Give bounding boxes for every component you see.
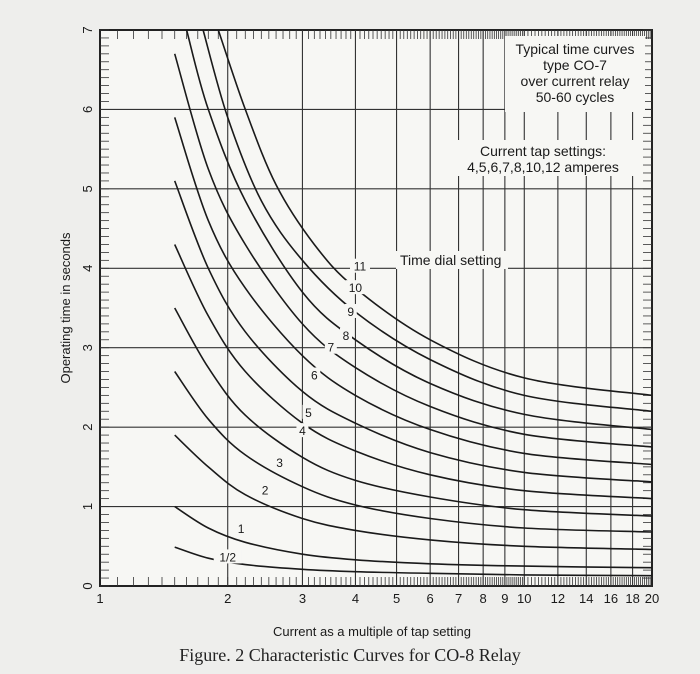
- title-line-4: 50-60 cycles: [536, 89, 615, 105]
- y-tick-label: 2: [80, 424, 95, 431]
- dial-setting-box: Time dial setting: [396, 251, 508, 269]
- x-tick-label: 5: [393, 591, 400, 606]
- y-tick-label: 0: [80, 582, 95, 589]
- curve-dial-10: [202, 29, 653, 413]
- y-tick-label: 6: [80, 106, 95, 113]
- y-tick-label: 1: [80, 503, 95, 510]
- curve-label-bg: [308, 367, 321, 382]
- curve-label-1-2: 1/2: [219, 550, 236, 564]
- curve-label-bg: [349, 258, 370, 273]
- curve-dial-4: [174, 307, 653, 517]
- y-tick-labels: 0 1 2 3 4 5 6 7: [80, 26, 95, 589]
- grid: [100, 30, 652, 586]
- y-tick-label: 7: [80, 26, 95, 33]
- x-axis-label: Current as a multiple of tap setting: [273, 624, 471, 639]
- curve-label-bg: [345, 280, 366, 295]
- curve-label-6: 6: [311, 369, 318, 383]
- x-tick-label: 1: [96, 591, 103, 606]
- tap-settings-line-1: Current tap settings:: [480, 143, 606, 159]
- title-line-1: Typical time curves: [515, 41, 634, 57]
- x-tick-label: 8: [480, 591, 487, 606]
- curve-label-3: 3: [276, 456, 283, 470]
- x-tick-label: 6: [427, 591, 434, 606]
- x-tick-label: 2: [224, 591, 231, 606]
- time-dial-setting-label: Time dial setting: [400, 252, 501, 268]
- y-tick-label: 3: [80, 344, 95, 351]
- x-tick-label: 4: [352, 591, 359, 606]
- curve-label-bg: [302, 404, 315, 419]
- figure-caption: Figure. 2 Characteristic Curves for CO-8…: [179, 645, 521, 665]
- curve-dial-5: [173, 244, 653, 500]
- curve-label-bg: [259, 482, 272, 497]
- x-tick-label: 3: [299, 591, 306, 606]
- title-line-2: type CO-7: [543, 57, 607, 73]
- x-tick-label: 10: [517, 591, 531, 606]
- curve-dial-2: [174, 434, 653, 551]
- curve-dial-6: [173, 180, 653, 483]
- curve-label-10: 10: [349, 281, 363, 295]
- x-tick-label: 20: [645, 591, 659, 606]
- x-tick-label: 9: [501, 591, 508, 606]
- y-tick-label: 5: [80, 185, 95, 192]
- curve-dial-7: [173, 117, 653, 466]
- curve-label-5: 5: [305, 406, 312, 420]
- curve-label-2: 2: [262, 484, 269, 498]
- y-axis-label: Operating time in seconds: [58, 232, 73, 384]
- curve-label-bg: [344, 303, 357, 318]
- tap-settings-box: Current tap settings: 4,5,6,7,8,10,12 am…: [448, 140, 638, 176]
- x-tick-label: 12: [551, 591, 565, 606]
- curve-dial-9: [185, 29, 653, 431]
- curve-label-8: 8: [343, 329, 350, 343]
- title-box: Typical time curves type CO-7 over curre…: [505, 36, 645, 112]
- tap-settings-line-2: 4,5,6,7,8,10,12 amperes: [467, 159, 619, 175]
- curve-label-4: 4: [299, 424, 306, 438]
- plot-area: [99, 29, 653, 587]
- curve-label-bg: [339, 327, 352, 342]
- x-tick-label: 16: [604, 591, 618, 606]
- curve-label-9: 9: [347, 305, 354, 319]
- curve-label-bg: [273, 454, 286, 469]
- curve-dial-1: [174, 505, 653, 569]
- curve-label-bg: [235, 520, 248, 535]
- curve-label-bg: [296, 423, 309, 438]
- curve-label-7: 7: [327, 341, 334, 355]
- curve-label-bg: [213, 549, 242, 564]
- x-tick-label: 18: [625, 591, 639, 606]
- curve-label-bg: [324, 339, 337, 354]
- curve-dial-3: [174, 371, 653, 533]
- curve-dial-11: [217, 29, 653, 397]
- curve-label-1: 1: [238, 522, 245, 536]
- curve-labels: 1/21 23 4 5 678 9 10 11: [213, 258, 370, 564]
- x-tick-label: 14: [579, 591, 593, 606]
- title-line-3: over current relay: [521, 73, 630, 89]
- curve-label-11: 11: [354, 260, 367, 274]
- tick-marks: [100, 29, 652, 587]
- y-tick-label: 4: [80, 265, 95, 272]
- x-tick-label: 7: [455, 591, 462, 606]
- x-tick-labels: 1 2 3 4 5 6 7 8 9 10 12 14 16 18 20: [96, 591, 659, 606]
